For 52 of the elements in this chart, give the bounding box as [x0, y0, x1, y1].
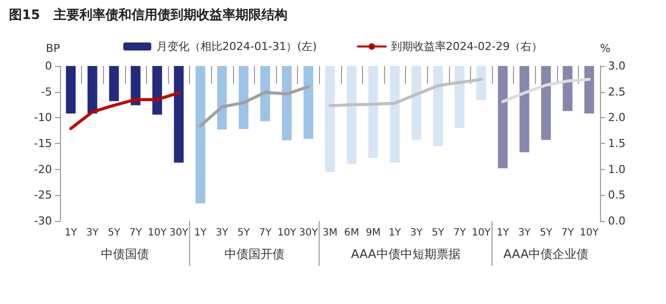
x-tick-label: 3Y: [410, 228, 424, 238]
text: AAA中债中短期票据: [350, 247, 460, 261]
y2-tick-label: 1.0: [608, 162, 626, 176]
y-tick-label: -30: [34, 214, 52, 228]
x-tick-label: 7Y: [453, 228, 467, 238]
y-tick-label: 0: [45, 60, 52, 72]
x-tick-label: 3Y: [86, 228, 100, 238]
x-tick-label: 10Y: [148, 228, 168, 238]
x-tick-label: 7Y: [258, 228, 272, 238]
x-tick-label: 5Y: [540, 228, 554, 238]
x-tick-label: 7Y: [129, 228, 143, 238]
y2-tick-label: 3.0: [608, 60, 626, 72]
line-series: [69, 91, 180, 130]
x-tick-label: 6M: [344, 228, 360, 238]
y2-axis-title: %: [600, 42, 610, 55]
x-tick-label: 3M: [322, 228, 338, 238]
line-series: [328, 78, 483, 108]
x-tick-label: 30Y: [298, 228, 319, 238]
y-tick-label: -10: [34, 111, 52, 124]
x-tick-label: 1Y: [388, 228, 402, 238]
x-tick-label: 30Y: [169, 228, 190, 238]
chart-title: 图15 主要利率债和信用债到期收益率期限结构: [9, 7, 288, 23]
x-tick-label: 1Y: [496, 228, 510, 238]
text: 中债国债: [100, 247, 149, 261]
y2-tick-label: 0.0: [608, 214, 626, 228]
x-tick-label: 7Y: [561, 228, 575, 238]
legend-label: 到期收益率2024-02-29（右）: [390, 40, 543, 53]
y-tick-label: -20: [34, 162, 52, 176]
x-tick-label: 3Y: [216, 228, 230, 238]
y2-tick-label: 2.0: [608, 111, 626, 124]
y-tick-label: -15: [34, 137, 52, 150]
x-tick-label: 5Y: [108, 228, 122, 238]
x-tick-label: 1Y: [64, 228, 78, 238]
y2-tick-label: 1.5: [608, 137, 626, 150]
x-tick-label: 10Y: [472, 228, 492, 238]
text: 中债国开债: [224, 247, 284, 261]
x-tick-label: 3Y: [518, 228, 532, 238]
y-tick-label: -25: [34, 188, 52, 202]
y-tick-label: -5: [41, 85, 52, 98]
x-tick-label: 1Y: [194, 228, 208, 238]
legend-label: 月变化（相比2024-01-31）(左): [156, 40, 317, 53]
x-tick-label: 9M: [366, 228, 381, 238]
x-tick-label: 5Y: [237, 228, 251, 238]
y-axis-title: BP: [46, 42, 60, 55]
x-tick-label: 5Y: [432, 228, 446, 238]
y2-tick-label: 0.5: [608, 188, 626, 202]
line-series: [501, 78, 591, 104]
line-series: [198, 85, 310, 128]
y2-tick-label: 2.5: [608, 85, 626, 98]
text: AAA中债企业债: [503, 247, 589, 261]
x-tick-label: 10Y: [580, 228, 600, 238]
x-tick-label: 10Y: [277, 228, 298, 238]
